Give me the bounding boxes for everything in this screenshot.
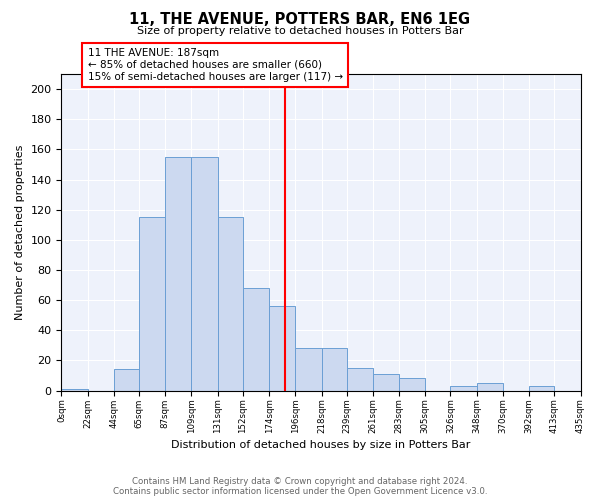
Bar: [347, 368, 373, 390]
Bar: [476, 383, 503, 390]
Bar: [295, 348, 322, 391]
Bar: [581, 384, 600, 390]
Bar: [529, 386, 554, 390]
Bar: [191, 157, 218, 390]
Bar: [165, 157, 191, 390]
Bar: [451, 386, 476, 390]
Bar: [218, 217, 243, 390]
Bar: [61, 389, 88, 390]
Bar: [139, 217, 165, 390]
Text: Size of property relative to detached houses in Potters Bar: Size of property relative to detached ho…: [137, 26, 463, 36]
X-axis label: Distribution of detached houses by size in Potters Bar: Distribution of detached houses by size …: [171, 440, 470, 450]
Bar: [322, 348, 347, 391]
Bar: [114, 370, 139, 390]
Bar: [399, 378, 425, 390]
Text: Contains HM Land Registry data © Crown copyright and database right 2024.
Contai: Contains HM Land Registry data © Crown c…: [113, 476, 487, 496]
Bar: [269, 306, 295, 390]
Y-axis label: Number of detached properties: Number of detached properties: [15, 144, 25, 320]
Text: 11, THE AVENUE, POTTERS BAR, EN6 1EG: 11, THE AVENUE, POTTERS BAR, EN6 1EG: [130, 12, 470, 28]
Bar: [243, 288, 269, 390]
Bar: [373, 374, 399, 390]
Text: 11 THE AVENUE: 187sqm
← 85% of detached houses are smaller (660)
15% of semi-det: 11 THE AVENUE: 187sqm ← 85% of detached …: [88, 48, 343, 82]
